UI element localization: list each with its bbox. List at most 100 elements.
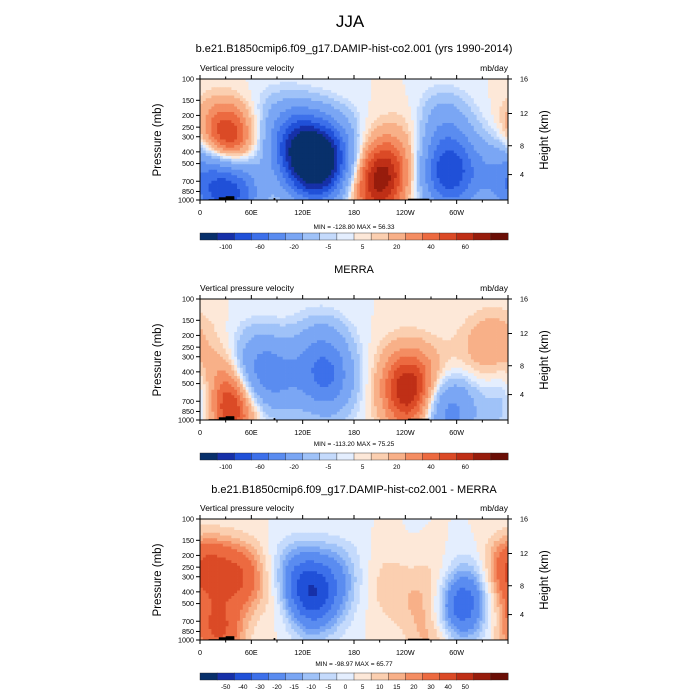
contour-cell <box>245 125 249 129</box>
contour-cell <box>239 109 244 113</box>
contour-cell <box>331 103 335 107</box>
contour-cell <box>362 147 366 151</box>
contour-cell <box>485 153 489 157</box>
contour-cell <box>439 125 443 129</box>
contour-cell <box>462 103 466 107</box>
contour-cell <box>436 169 440 173</box>
contour-cell <box>296 131 301 135</box>
contour-cell <box>422 87 426 91</box>
contour-cell <box>200 98 204 102</box>
contour-cell <box>419 164 423 168</box>
contour-cell <box>237 186 241 190</box>
contour-cell <box>237 178 241 182</box>
contour-cell <box>228 301 232 305</box>
contour-cell <box>376 136 381 140</box>
contour-cell <box>396 101 400 105</box>
contour-cell <box>445 191 449 195</box>
contour-cell <box>436 194 440 198</box>
contour-cell <box>342 156 346 160</box>
contour-cell <box>479 114 483 118</box>
contour-cell <box>308 95 312 99</box>
contour-cell <box>200 175 204 179</box>
contour-cell <box>231 301 235 305</box>
contour-cell <box>316 81 321 85</box>
contour-cell <box>316 84 321 88</box>
contour-cell <box>490 92 495 96</box>
contour-cell <box>422 84 426 88</box>
contour-cell <box>385 109 389 113</box>
contour-cell <box>279 109 284 113</box>
contour-cell <box>436 164 440 168</box>
contour-cell <box>262 150 266 154</box>
contour-cell <box>299 95 304 99</box>
contour-cell <box>308 109 312 113</box>
contour-cell <box>422 125 426 129</box>
contour-cell <box>271 79 275 83</box>
contour-cell <box>251 120 255 124</box>
contour-cell <box>200 145 204 149</box>
contour-cell <box>373 95 378 99</box>
contour-cell <box>456 153 460 157</box>
contour-cell <box>271 128 275 132</box>
contour-cell <box>453 183 458 187</box>
contour-cell <box>354 81 358 85</box>
contour-cell <box>294 134 298 138</box>
contour-cell <box>445 180 449 184</box>
contour-cell <box>488 194 492 198</box>
contour-cell <box>354 180 358 184</box>
contour-cell <box>262 123 266 127</box>
contour-cell <box>354 134 358 138</box>
contour-cell <box>314 150 318 154</box>
contour-cell <box>453 123 458 127</box>
contour-cell <box>436 95 440 99</box>
contour-cell <box>299 112 304 116</box>
contour-cell <box>453 103 458 107</box>
contour-cell <box>482 103 486 107</box>
contour-cell <box>368 142 372 146</box>
contour-cell <box>296 197 301 201</box>
contour-cell <box>316 180 321 184</box>
contour-cell <box>388 84 392 88</box>
contour-cell <box>285 112 289 116</box>
contour-cell <box>234 164 238 168</box>
contour-cell <box>488 139 492 143</box>
contour-cell <box>308 189 312 193</box>
contour-cell <box>450 106 455 110</box>
contour-cell <box>251 84 255 88</box>
contour-cell <box>482 183 486 187</box>
contour-cell <box>214 183 218 187</box>
contour-cell <box>505 125 509 129</box>
contour-cell <box>208 136 212 140</box>
contour-cell <box>268 299 272 303</box>
contour-cell <box>448 299 452 303</box>
contour-cell <box>248 134 252 138</box>
contour-cell <box>271 142 275 146</box>
contour-cell <box>202 186 207 190</box>
contour-cell <box>254 109 258 113</box>
contour-cell <box>302 183 306 187</box>
contour-cell <box>373 161 378 165</box>
contour-cell <box>365 120 369 124</box>
contour-cell <box>342 90 346 94</box>
contour-cell <box>336 139 341 143</box>
contour-cell <box>202 189 207 193</box>
contour-cell <box>222 98 227 102</box>
contour-cell <box>277 114 281 118</box>
contour-cell <box>493 153 497 157</box>
contour-cell <box>485 114 489 118</box>
contour-cell <box>422 158 426 162</box>
contour-cell <box>476 106 480 110</box>
contour-cell <box>490 142 495 146</box>
contour-cell <box>271 175 275 179</box>
contour-cell <box>242 98 246 102</box>
contour-cell <box>413 98 418 102</box>
contour-cell <box>470 194 475 198</box>
contour-cell <box>362 178 366 182</box>
contour-cell <box>442 92 446 96</box>
contour-cell <box>234 134 238 138</box>
contour-cell <box>208 197 212 201</box>
contour-cell <box>431 120 435 124</box>
contour-cell <box>393 189 398 193</box>
contour-cell <box>345 134 349 138</box>
contour-cell <box>470 145 475 149</box>
